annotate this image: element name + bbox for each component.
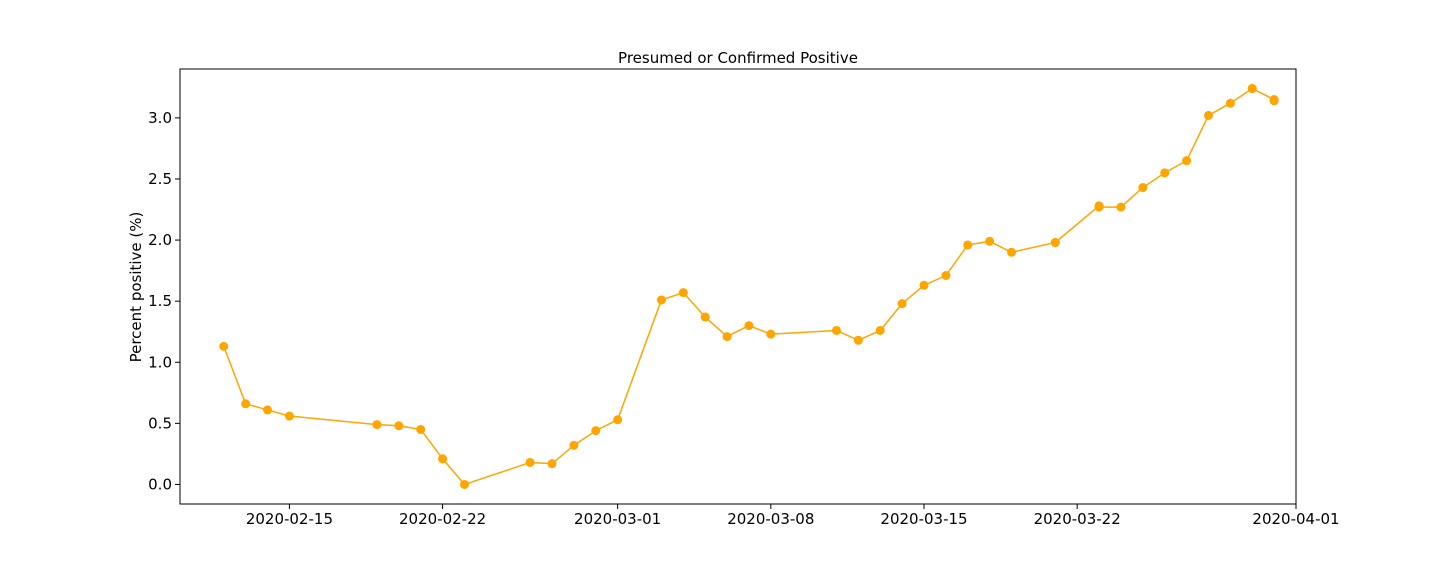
data-point <box>1182 156 1192 166</box>
data-point <box>919 280 929 290</box>
data-point <box>1247 84 1257 94</box>
data-point <box>1203 110 1213 120</box>
data-point <box>700 312 710 322</box>
data-point <box>438 454 448 464</box>
data-point <box>722 332 732 342</box>
data-point <box>941 271 951 281</box>
data-point <box>678 288 688 298</box>
y-tick-label: 0.0 <box>148 475 172 493</box>
plot-frame <box>179 68 1297 505</box>
data-point <box>766 329 776 339</box>
data-point <box>1225 98 1235 108</box>
data-point <box>656 295 666 305</box>
data-point <box>1138 183 1148 193</box>
data-point <box>525 457 535 467</box>
data-point <box>963 240 973 250</box>
data-point <box>459 479 469 489</box>
data-point <box>1160 168 1170 178</box>
data-point <box>547 459 557 469</box>
data-point <box>1094 202 1104 212</box>
data-point <box>744 321 754 331</box>
data-point <box>241 399 251 409</box>
data-point <box>263 405 273 415</box>
x-tick-label: 2020-04-01 <box>1252 510 1339 528</box>
data-point <box>219 341 229 351</box>
y-tick-label: 2.0 <box>148 231 172 249</box>
plot-area: 2020-02-15 2020-02-22 2020-03-01 2020-03-08… <box>148 68 1340 528</box>
x-tick-label: 2020-03-22 <box>1034 510 1121 528</box>
y-tick-label: 3.0 <box>148 109 172 127</box>
x-tick-label: 2020-03-15 <box>880 510 967 528</box>
data-point <box>613 415 623 425</box>
chart-title: Presumed or Confirmed Positive <box>618 49 858 67</box>
data-point <box>591 426 601 436</box>
y-tick-label: 2.5 <box>148 170 172 188</box>
data-point <box>416 424 426 434</box>
y-tick-label: 1.5 <box>148 292 172 310</box>
data-point <box>569 440 579 450</box>
x-tick-label: 2020-03-08 <box>727 510 814 528</box>
data-point <box>1269 96 1279 106</box>
data-point <box>394 421 404 431</box>
x-tick-label: 2020-02-22 <box>399 510 486 528</box>
data-point <box>985 236 995 246</box>
data-point <box>1050 238 1060 248</box>
y-axis-label: Percent positive (%) <box>127 212 145 363</box>
x-tick-label: 2020-03-01 <box>574 510 661 528</box>
data-point <box>372 420 382 430</box>
data-point <box>897 299 907 309</box>
data-point <box>1116 202 1126 212</box>
data-point <box>1007 247 1017 257</box>
y-tick-label: 1.0 <box>148 353 172 371</box>
x-tick-label: 2020-02-15 <box>246 510 333 528</box>
data-point <box>284 411 294 421</box>
data-point <box>853 335 863 345</box>
data-point <box>875 325 885 335</box>
y-tick-label: 0.5 <box>148 414 172 432</box>
data-point <box>831 325 841 335</box>
